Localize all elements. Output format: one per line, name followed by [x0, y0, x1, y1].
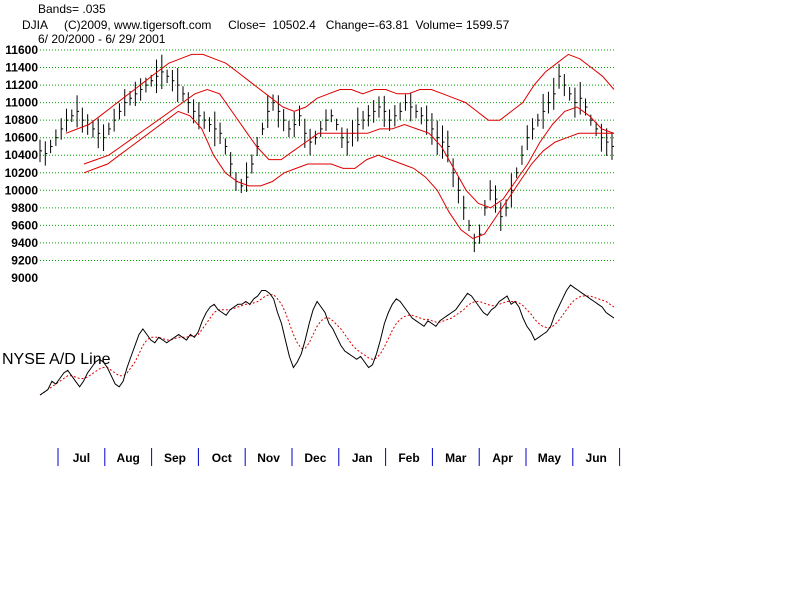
month-label: Oct	[212, 451, 232, 465]
date-range: 6/ 20/2000 - 6/ 29/ 2001	[38, 32, 166, 46]
y-tick-label: 9000	[11, 271, 38, 285]
ad-line-label: NYSE A/D Line	[2, 351, 111, 368]
y-tick-label: 10600	[5, 131, 39, 145]
y-tick-label: 11400	[5, 61, 38, 75]
month-label: Sep	[164, 451, 186, 465]
moving-average-line	[83, 88, 615, 209]
y-tick-label: 11600	[5, 43, 38, 57]
month-label: Jun	[586, 451, 607, 465]
y-tick-label: 9400	[11, 236, 38, 250]
chart-title: DJIA (C)2009, www.tigersoft.com Close= 1…	[22, 18, 510, 32]
month-label: May	[538, 451, 562, 465]
month-label: Dec	[304, 451, 326, 465]
y-tick-label: 11000	[5, 96, 38, 110]
month-label: Aug	[117, 451, 140, 465]
y-tick-label: 9600	[11, 218, 38, 232]
upper-band-line	[65, 53, 615, 134]
y-tick-label: 9200	[11, 253, 38, 267]
y-tick-label: 10800	[5, 113, 39, 127]
y-tick-label: 10400	[5, 148, 39, 162]
month-label: Jul	[73, 451, 90, 465]
ad-line	[39, 284, 615, 396]
month-label: Feb	[398, 451, 419, 465]
month-label: Mar	[445, 451, 467, 465]
bands-label: Bands= .035	[38, 2, 106, 16]
y-tick-label: 9800	[11, 201, 38, 215]
y-tick-label: 10200	[5, 166, 39, 180]
lower-band-line	[83, 110, 614, 240]
month-label: Apr	[492, 451, 513, 465]
ad-moving-average-line	[39, 294, 615, 396]
y-tick-label: 11200	[5, 78, 38, 92]
month-label: Nov	[257, 451, 280, 465]
month-label: Jan	[352, 451, 373, 465]
y-tick-label: 10000	[5, 183, 39, 197]
